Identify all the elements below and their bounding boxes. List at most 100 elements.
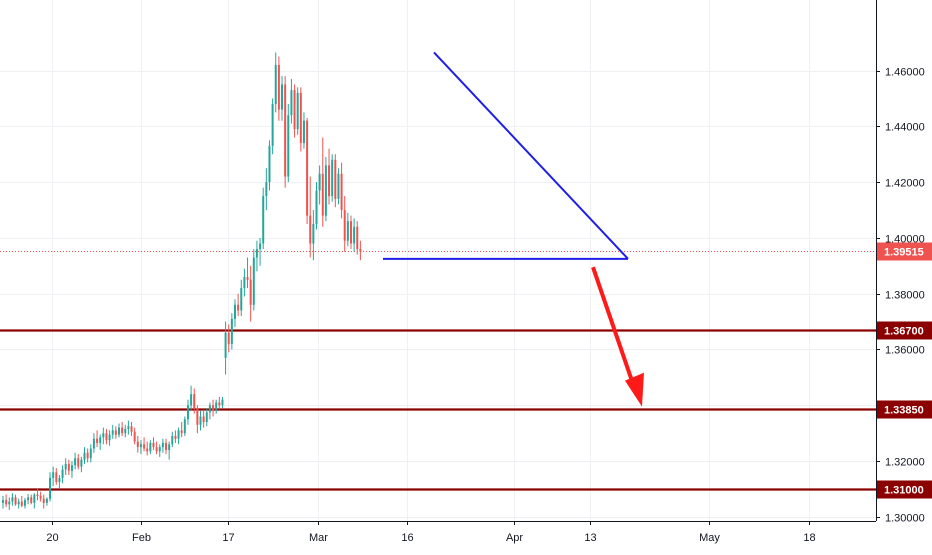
candle-body[interactable] (36, 494, 39, 496)
candle-body[interactable] (343, 210, 346, 241)
candle-body[interactable] (331, 159, 334, 197)
candle-body[interactable] (196, 408, 199, 425)
candle-body[interactable] (168, 444, 171, 450)
candle-body[interactable] (89, 448, 92, 459)
candle-body[interactable] (80, 459, 83, 467)
candle-body[interactable] (161, 442, 164, 448)
candle-body[interactable] (99, 437, 102, 443)
candle-body[interactable] (96, 438, 99, 443)
candle-body[interactable] (255, 249, 258, 258)
candle-body[interactable] (312, 223, 315, 244)
candle-body[interactable] (102, 433, 105, 438)
candle-body[interactable] (215, 402, 218, 411)
candle-body[interactable] (177, 430, 180, 439)
candle-body[interactable] (281, 84, 284, 110)
candle-body[interactable] (318, 173, 321, 191)
candle-body[interactable] (27, 497, 30, 501)
candle-body[interactable] (86, 452, 89, 459)
candle-body[interactable] (55, 472, 58, 482)
candle-body[interactable] (277, 64, 280, 110)
candle-body[interactable] (130, 426, 133, 432)
candle-body[interactable] (240, 288, 243, 311)
candle-body[interactable] (353, 226, 356, 244)
candle-body[interactable] (58, 477, 61, 482)
candlestick-series[interactable] (2, 52, 362, 510)
candle-body[interactable] (183, 419, 186, 434)
candle-body[interactable] (324, 165, 327, 216)
candle-body[interactable] (30, 497, 33, 503)
candle-body[interactable] (337, 173, 340, 199)
candle-body[interactable] (149, 442, 152, 452)
candle-body[interactable] (133, 431, 136, 442)
candle-body[interactable] (171, 435, 174, 445)
candle-body[interactable] (340, 173, 343, 211)
candle-body[interactable] (306, 120, 309, 216)
candle-body[interactable] (14, 497, 17, 505)
candle-body[interactable] (299, 92, 302, 144)
candle-body[interactable] (33, 494, 36, 503)
candle-body[interactable] (190, 394, 193, 406)
candle-body[interactable] (328, 165, 331, 197)
candle-body[interactable] (136, 441, 139, 448)
candle-body[interactable] (237, 304, 240, 311)
candle-body[interactable] (155, 447, 158, 452)
candle-body[interactable] (52, 472, 55, 478)
bearish-forecast-arrow[interactable] (591, 266, 638, 394)
candle-body[interactable] (230, 318, 233, 344)
candle-body[interactable] (77, 458, 80, 467)
candle-body[interactable] (212, 405, 215, 411)
candle-body[interactable] (8, 501, 11, 505)
candle-body[interactable] (202, 416, 205, 423)
candle-body[interactable] (287, 115, 290, 177)
candle-body[interactable] (199, 416, 202, 425)
candle-body[interactable] (346, 221, 349, 241)
candle-body[interactable] (45, 498, 48, 503)
candle-body[interactable] (42, 498, 45, 503)
candle-body[interactable] (174, 435, 177, 439)
candle-body[interactable] (180, 430, 183, 434)
candle-body[interactable] (208, 405, 211, 413)
candle-body[interactable] (356, 226, 359, 250)
candle-body[interactable] (224, 332, 227, 358)
candle-body[interactable] (221, 399, 224, 406)
candle-body[interactable] (2, 500, 4, 503)
candle-body[interactable] (252, 257, 255, 305)
candle-body[interactable] (114, 430, 117, 435)
candle-body[interactable] (349, 221, 352, 244)
candle-body[interactable] (290, 90, 293, 116)
candle-body[interactable] (146, 448, 149, 452)
candle-body[interactable] (67, 463, 70, 471)
candle-body[interactable] (64, 463, 67, 470)
candle-body[interactable] (74, 458, 77, 466)
candle-body[interactable] (271, 104, 274, 146)
candle-body[interactable] (268, 145, 271, 183)
candle-body[interactable] (227, 332, 230, 344)
candle-body[interactable] (108, 434, 111, 441)
candle-body[interactable] (83, 452, 86, 460)
candle-body[interactable] (218, 402, 221, 406)
candle-body[interactable] (246, 276, 249, 280)
candle-body[interactable] (111, 430, 114, 435)
candle-body[interactable] (5, 500, 8, 505)
candle-body[interactable] (249, 279, 252, 305)
candle-body[interactable] (117, 427, 120, 435)
candle-body[interactable] (302, 120, 305, 144)
candle-body[interactable] (284, 84, 287, 177)
candle-body[interactable] (70, 465, 73, 471)
candle-body[interactable] (293, 90, 296, 130)
triangle-resistance-line[interactable] (433, 51, 629, 260)
candle-body[interactable] (17, 501, 20, 505)
candle-body[interactable] (158, 447, 161, 452)
candle-body[interactable] (334, 159, 337, 199)
candle-body[interactable] (233, 304, 236, 319)
candle-body[interactable] (186, 405, 189, 420)
candle-body[interactable] (39, 495, 42, 499)
candle-body[interactable] (143, 444, 146, 449)
candle-body[interactable] (61, 469, 64, 478)
candle-body[interactable] (92, 438, 95, 449)
candle-body[interactable] (321, 173, 324, 216)
candle-body[interactable] (243, 276, 246, 289)
candle-body[interactable] (193, 394, 196, 409)
candle-body[interactable] (309, 215, 312, 244)
time-axis[interactable]: 20 Feb 17 Mar 16 Apr 13 May 18 (46, 521, 816, 544)
